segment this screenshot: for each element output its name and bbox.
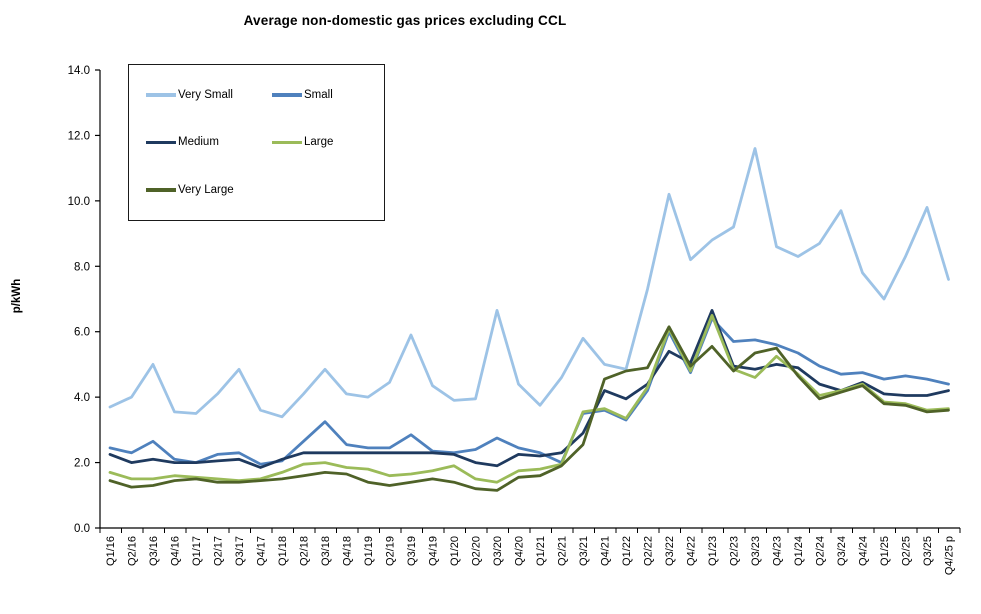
legend-swatch-very-large <box>146 188 176 192</box>
legend-item-medium: Medium <box>146 136 272 148</box>
legend-item-large: Large <box>272 136 384 148</box>
x-tick-label: Q2/16 <box>127 536 139 566</box>
chart-title: Average non-domestic gas prices excludin… <box>243 13 567 28</box>
y-tick-label: 12.0 <box>68 130 90 142</box>
x-tick-label: Q2/25 <box>901 536 913 566</box>
series-line-small <box>108 317 950 466</box>
legend-swatch-large <box>272 140 302 145</box>
x-tick-label: Q3/24 <box>836 536 848 566</box>
x-tick-label: Q3/21 <box>578 536 590 566</box>
x-tick-label: Q1/24 <box>793 536 805 566</box>
x-tick-label: Q4/23 <box>772 536 784 566</box>
x-tick-label: Q1/18 <box>277 536 289 566</box>
x-tick-label: Q3/23 <box>750 536 762 566</box>
y-tick-label: 14.0 <box>68 65 90 77</box>
x-tick-label: Q1/25 <box>879 536 891 566</box>
legend: Very Small Small Medium Large Very Large <box>128 64 385 221</box>
legend-swatch-very-small <box>146 93 176 97</box>
x-tick-label: Q1/22 <box>621 536 633 566</box>
y-tick-label: 8.0 <box>74 261 90 273</box>
series-line-medium <box>108 308 950 469</box>
legend-label-medium: Medium <box>178 136 219 149</box>
x-tick-label: Q4/21 <box>600 536 612 566</box>
x-tick-label: Q1/21 <box>535 536 547 566</box>
series-line-very-large <box>108 325 950 492</box>
x-tick-label: Q3/22 <box>664 536 676 566</box>
x-tick-label: Q3/18 <box>320 536 332 566</box>
x-tick-label: Q3/17 <box>234 536 246 566</box>
y-tick-label: 2.0 <box>74 458 90 470</box>
legend-swatch-small <box>272 93 302 97</box>
y-tick-label: 10.0 <box>68 196 90 208</box>
legend-label-very-large: Very Large <box>178 184 234 197</box>
legend-label-large: Large <box>304 136 334 149</box>
x-tick-label: Q3/25 <box>922 536 934 566</box>
series-line-very-small <box>108 147 950 419</box>
x-tick-label: Q1/23 <box>707 536 719 566</box>
legend-label-small: Small <box>304 88 333 101</box>
x-tick-label: Q2/22 <box>643 536 655 566</box>
x-tick-label: Q4/17 <box>256 536 268 566</box>
legend-item-very-large: Very Large <box>146 184 272 196</box>
legend-swatch-medium <box>146 140 176 145</box>
series-line-large <box>108 313 950 484</box>
x-tick-label: Q3/19 <box>406 536 418 566</box>
x-tick-label: Q2/24 <box>815 536 827 566</box>
y-tick-label: 0.0 <box>74 523 90 535</box>
x-tick-label: Q4/16 <box>170 536 182 566</box>
x-tick-label: Q2/21 <box>557 536 569 566</box>
x-tick-label: Q4/25 p <box>944 536 956 575</box>
x-tick-label: Q4/22 <box>686 536 698 566</box>
x-tick-label: Q1/19 <box>363 536 375 566</box>
x-tick-label: Q4/18 <box>342 536 354 566</box>
x-tick-label: Q3/16 <box>148 536 160 566</box>
x-tick-label: Q2/19 <box>385 536 397 566</box>
x-tick-label: Q1/16 <box>105 536 117 566</box>
legend-item-very-small: Very Small <box>146 89 272 101</box>
x-tick-label: Q2/18 <box>299 536 311 566</box>
x-tick-label: Q2/20 <box>471 536 483 566</box>
legend-item-small: Small <box>272 89 384 101</box>
y-tick-label: 4.0 <box>74 392 90 404</box>
legend-label-very-small: Very Small <box>178 88 233 101</box>
x-tick-label: Q2/23 <box>729 536 741 566</box>
x-tick-label: Q3/20 <box>492 536 504 566</box>
x-tick-label: Q1/20 <box>449 536 461 566</box>
y-tick-label: 6.0 <box>74 327 90 339</box>
x-tick-label: Q4/19 <box>428 536 440 566</box>
x-tick-label: Q4/24 <box>858 536 870 566</box>
x-tick-label: Q4/20 <box>514 536 526 566</box>
x-tick-label: Q2/17 <box>213 536 225 566</box>
x-tick-label: Q1/17 <box>191 536 203 566</box>
